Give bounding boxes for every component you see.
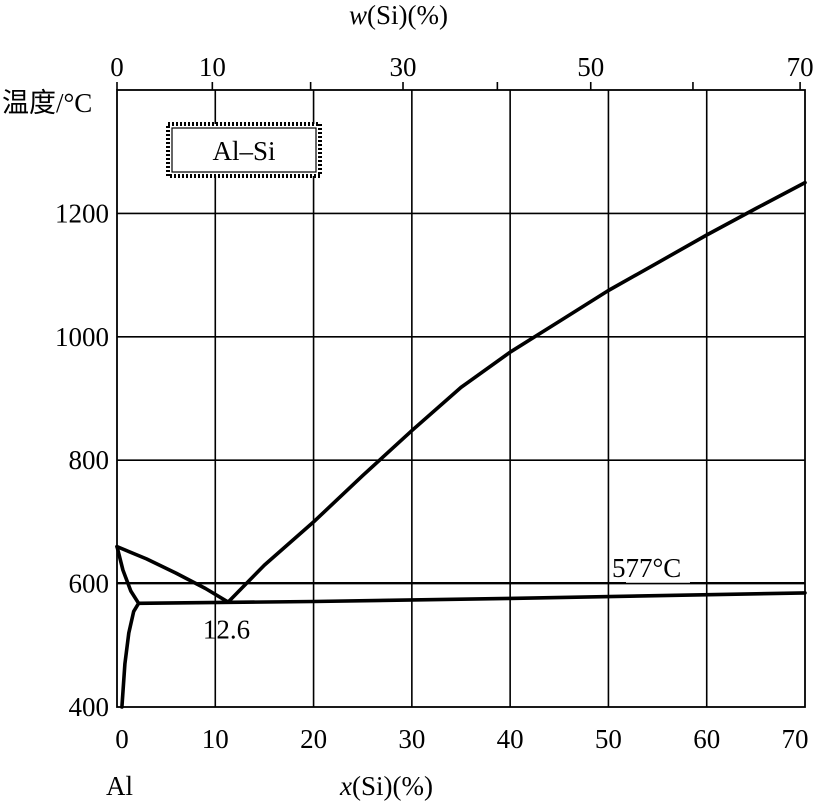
x-axis-label-top: w(Si)(%) [349, 0, 448, 30]
annotation-1: 577°C [612, 553, 681, 583]
x-tick-label-20: 20 [300, 724, 327, 754]
x-axis-var: x [339, 771, 352, 801]
x-tick-label-0: 0 [115, 724, 129, 754]
y-tick-label-400: 400 [69, 692, 110, 722]
y-tick-label-800: 800 [69, 445, 110, 475]
x-tick-label-30: 30 [398, 724, 425, 754]
y-tick-label-1200: 1200 [55, 198, 109, 228]
series-liquidus-al [115, 544, 230, 604]
tick-labels: 0 10 20 30 40 50 60 70 400 600 800 1000 1200 0 10 30 50 7… [55, 52, 814, 754]
x-tick-label-60: 60 [693, 724, 720, 754]
y-tick-label-1000: 1000 [55, 322, 109, 352]
x-axis-rest: (Si)(%) [352, 771, 433, 801]
series-solvus [120, 601, 141, 709]
series-solidus [115, 544, 141, 606]
top-axis-var: w [349, 0, 367, 30]
top-tick-label-0: 0 [110, 52, 124, 82]
series-liquidus-si [226, 180, 807, 604]
x-tick-label-70: 70 [782, 724, 809, 754]
phase-curves [115, 180, 807, 709]
series-eutectic-line [136, 591, 807, 606]
y-axis-label: 温度/°C [2, 88, 92, 118]
x-tick-label-40: 40 [497, 724, 524, 754]
legend-label: Al–Si [212, 136, 275, 166]
annotation-0: 12.6 [203, 614, 250, 644]
x-axis-label-bottom: x(Si)(%) [339, 771, 433, 801]
legend-box: Al–Si [166, 122, 322, 178]
top-tick-label-10: 10 [199, 52, 226, 82]
top-tick-label-70: 70 [787, 52, 814, 82]
x-tick-label-10: 10 [202, 724, 229, 754]
top-tick-label-30: 30 [390, 52, 417, 82]
top-tick-label-50: 50 [577, 52, 604, 82]
plot-frame [116, 89, 806, 708]
y-tick-label-600: 600 [69, 569, 110, 599]
origin-element-label: Al [106, 771, 133, 801]
top-axis-rest: (Si)(%) [367, 0, 448, 30]
x-tick-label-50: 50 [595, 724, 622, 754]
